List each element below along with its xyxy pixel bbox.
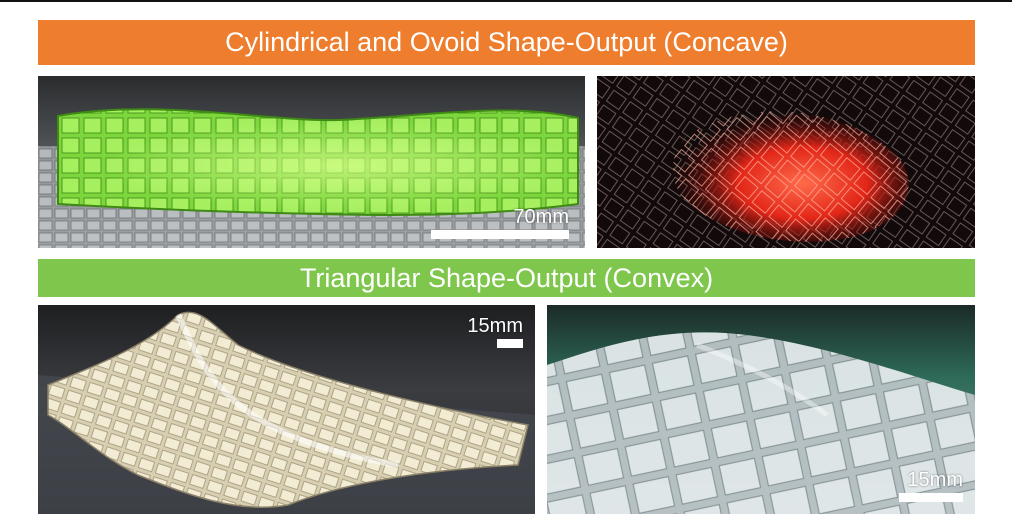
concave-section-banner: Cylindrical and Ovoid Shape-Output (Conc… <box>38 20 975 65</box>
convex-section-banner: Triangular Shape-Output (Convex) <box>38 259 975 297</box>
scale-bar-line <box>431 230 569 239</box>
concave-section-title: Cylindrical and Ovoid Shape-Output (Conc… <box>225 27 788 57</box>
scale-bar-line <box>899 493 963 502</box>
scale-label: 15mm <box>907 469 963 491</box>
photo-green-cylinder: 70mm <box>38 76 585 248</box>
scale-bar-15mm-bottom: 15mm <box>899 469 963 502</box>
scale-label: 15mm <box>467 315 523 337</box>
photo-triangular-side: 15mm <box>38 305 535 514</box>
scale-bar-15mm-top: 15mm <box>467 315 523 348</box>
scale-bar-line <box>497 339 523 348</box>
photo-triangular-closeup: 15mm <box>547 305 975 514</box>
photo-red-ovoid <box>597 76 975 248</box>
convex-section-title: Triangular Shape-Output (Convex) <box>299 262 714 293</box>
scale-bar-70mm: 70mm <box>431 206 569 239</box>
scale-label: 70mm <box>513 206 569 228</box>
top-border-line <box>0 0 1012 2</box>
